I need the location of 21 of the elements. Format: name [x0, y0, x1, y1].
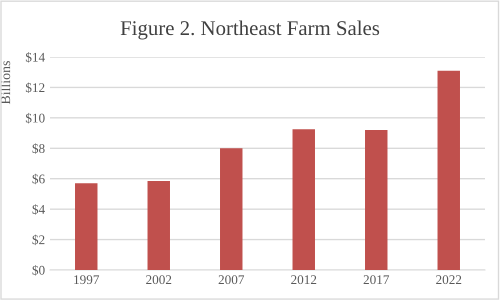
bar	[148, 180, 170, 270]
y-tick-label: $0	[32, 265, 45, 276]
chart-title: Figure 2. Northeast Farm Sales	[120, 20, 380, 40]
y-tick-label: $6	[32, 174, 45, 184]
x-tick-label: 1997	[74, 275, 100, 284]
y-tick-label: $10	[26, 112, 45, 124]
y-tick-label: $14	[26, 52, 45, 63]
bar	[75, 183, 98, 270]
x-tick-label: 2007	[218, 275, 244, 284]
bar	[292, 129, 315, 270]
x-tick-label: 2012	[291, 275, 316, 284]
y-tick-label: $2	[32, 234, 44, 246]
bar	[220, 148, 242, 270]
x-tick-label: 2002	[146, 275, 172, 284]
bar	[365, 130, 388, 270]
bar	[438, 70, 460, 270]
y-tick-label: $12	[26, 82, 44, 94]
y-tick-label: $8	[32, 143, 45, 154]
x-tick-label: 2017	[364, 275, 390, 284]
y-tick-label: $4	[32, 204, 45, 215]
x-tick-label: 2022	[436, 275, 462, 284]
